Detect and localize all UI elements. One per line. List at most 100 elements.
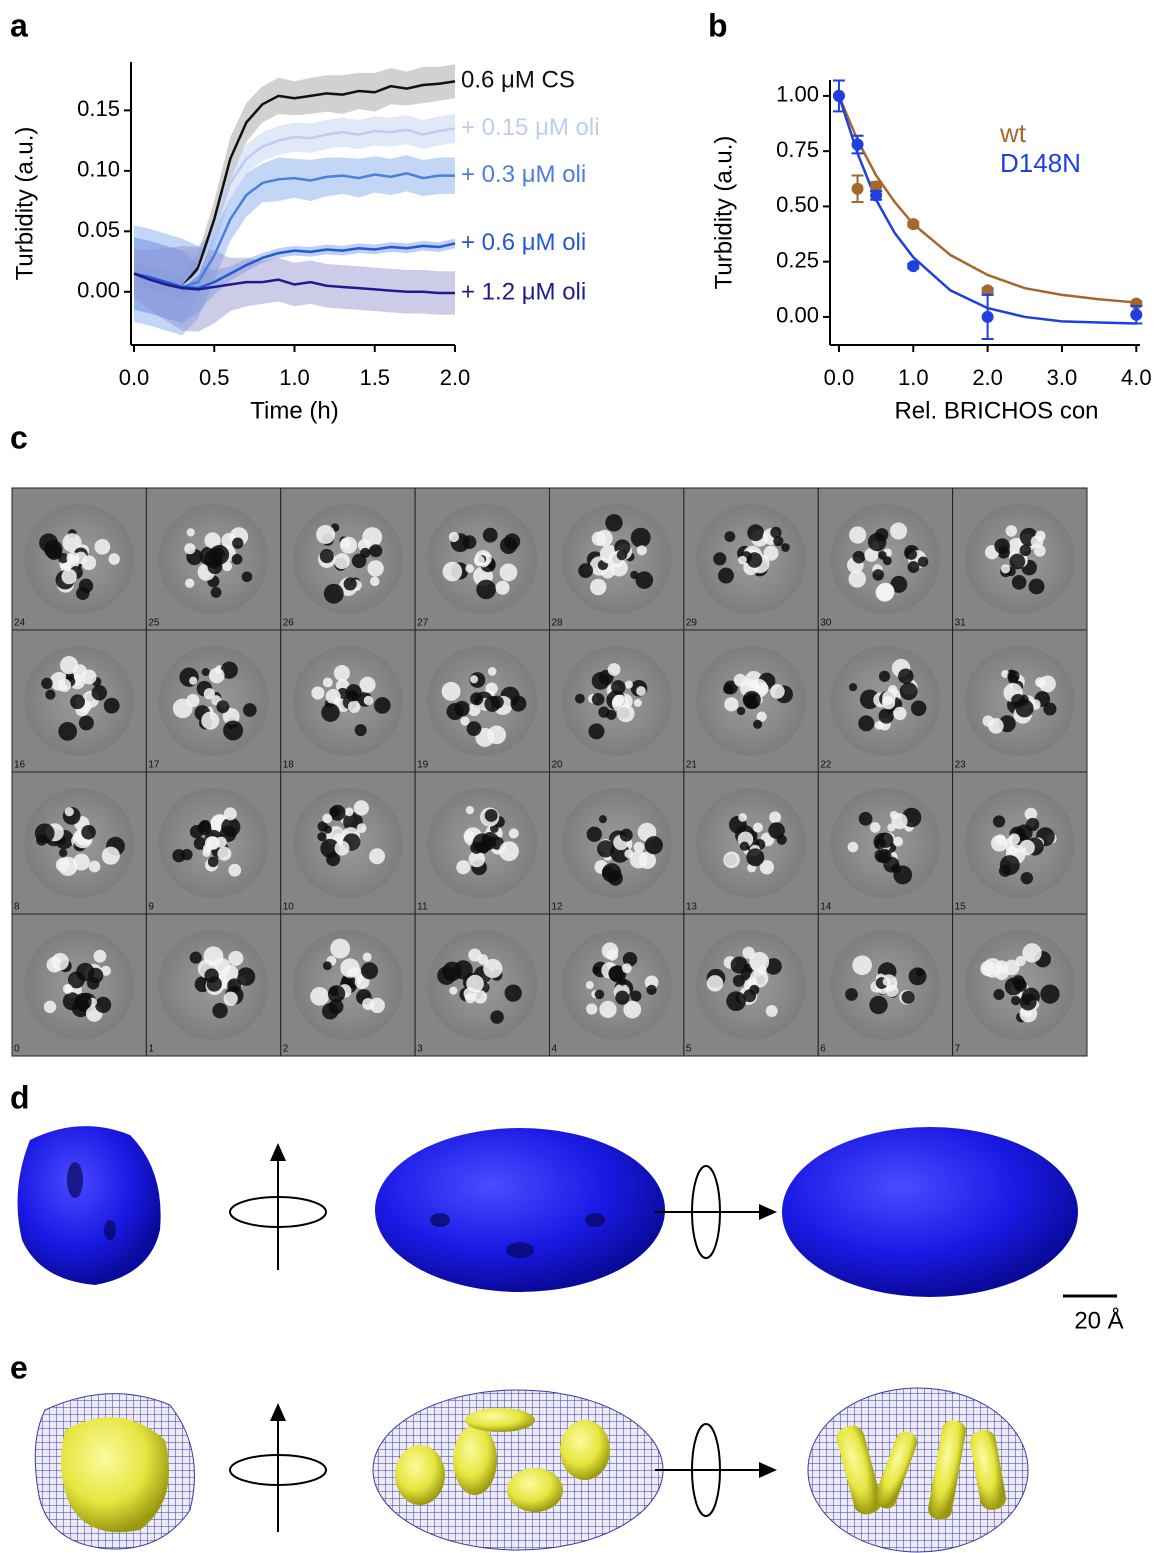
density-spot xyxy=(994,538,1010,554)
density-spot xyxy=(1010,554,1026,570)
data-point xyxy=(907,260,919,272)
data-point xyxy=(833,90,845,102)
y-axis-label: Turbidity (a.u.) xyxy=(710,136,737,290)
x-tick-label: 3.0 xyxy=(1047,365,1078,390)
density-spot xyxy=(227,978,241,992)
density-spot xyxy=(76,587,89,600)
density-spot xyxy=(488,667,497,676)
density-spot xyxy=(631,528,651,548)
panel-label: c xyxy=(10,419,28,455)
density-spot xyxy=(770,527,781,538)
class-average: 6 xyxy=(818,914,952,1056)
density-spot xyxy=(876,583,894,601)
fit-curve xyxy=(839,96,1136,303)
density-spot xyxy=(707,975,723,991)
density-spot xyxy=(911,700,926,715)
density-spot xyxy=(886,985,898,997)
class-average: 10 xyxy=(281,772,415,914)
density-spot xyxy=(500,537,517,554)
density-spot xyxy=(734,674,747,687)
density-spot xyxy=(617,705,634,722)
density-spot xyxy=(242,571,253,582)
density-spot xyxy=(41,678,52,689)
density-spot xyxy=(328,985,345,1002)
density-spot xyxy=(495,581,509,595)
density-spot xyxy=(354,800,369,815)
density-spot xyxy=(1001,564,1010,573)
density-spot xyxy=(505,984,522,1001)
density-spot xyxy=(499,841,519,861)
density-spot xyxy=(187,528,195,536)
density-spot xyxy=(89,861,101,873)
density-spot xyxy=(1019,840,1035,856)
density-spot xyxy=(442,682,461,701)
density-spot xyxy=(733,975,745,987)
class-number: 24 xyxy=(14,618,26,629)
class-average: 5 xyxy=(684,914,818,1056)
density-spot xyxy=(753,720,762,729)
class-number: 13 xyxy=(686,902,698,913)
class-number: 30 xyxy=(820,618,832,629)
density-spot xyxy=(181,849,192,860)
density-spot xyxy=(980,961,995,976)
density-spot xyxy=(185,578,194,587)
density-spot xyxy=(224,807,237,820)
density-spot xyxy=(766,1005,778,1017)
density-spot xyxy=(870,822,881,833)
density-spot xyxy=(369,544,382,557)
density-spot xyxy=(104,698,120,714)
density-spot xyxy=(586,981,594,989)
class-average: 7 xyxy=(953,914,1087,1056)
class-average: 31 xyxy=(953,488,1087,630)
class-average: 11 xyxy=(415,772,549,914)
density-spot xyxy=(879,671,890,682)
class-number: 5 xyxy=(686,1044,692,1055)
density-spot xyxy=(908,561,920,573)
density-spot xyxy=(1021,872,1033,884)
density-spot xyxy=(70,694,85,709)
density-spot xyxy=(335,841,350,856)
density-spot xyxy=(999,865,1011,877)
density-spot xyxy=(747,524,764,541)
density-spot xyxy=(893,707,906,720)
density-spot xyxy=(848,570,866,588)
density-spot xyxy=(852,955,872,975)
density-spot xyxy=(474,555,485,566)
density-spot xyxy=(637,545,647,555)
density-spot xyxy=(92,685,107,700)
density-spot xyxy=(190,952,202,964)
density-spot xyxy=(602,942,619,959)
density-spot xyxy=(212,1003,227,1018)
class-number: 28 xyxy=(552,618,564,629)
density-spot xyxy=(878,832,893,847)
density-spot xyxy=(869,996,887,1014)
density-spot xyxy=(849,683,857,691)
class-average: 1 xyxy=(146,914,280,1056)
density-spot xyxy=(334,553,350,569)
density-spot xyxy=(223,720,243,740)
density-spot xyxy=(465,564,474,573)
density-spot xyxy=(848,842,859,853)
class-average: 2 xyxy=(281,914,415,1056)
density-spot xyxy=(324,584,344,604)
density-spot xyxy=(622,963,632,973)
density-spot xyxy=(592,966,600,974)
class-number: 26 xyxy=(283,618,295,629)
density-spot xyxy=(243,703,257,717)
density-spot xyxy=(179,668,198,687)
density-spot xyxy=(203,844,212,853)
density-spot xyxy=(858,715,874,731)
data-point xyxy=(870,189,882,201)
density-spot xyxy=(893,837,903,847)
class-number: 14 xyxy=(820,902,832,913)
x-tick-label: 1.5 xyxy=(359,365,390,390)
class-number: 0 xyxy=(14,1044,20,1055)
density-spot xyxy=(605,514,622,531)
density-spot xyxy=(454,701,470,717)
density-spot xyxy=(317,832,326,841)
class-average: 8 xyxy=(12,772,146,914)
density-spot xyxy=(749,985,759,995)
density-spot xyxy=(625,681,633,689)
density-spot xyxy=(718,568,734,584)
class-number: 4 xyxy=(552,1044,558,1055)
